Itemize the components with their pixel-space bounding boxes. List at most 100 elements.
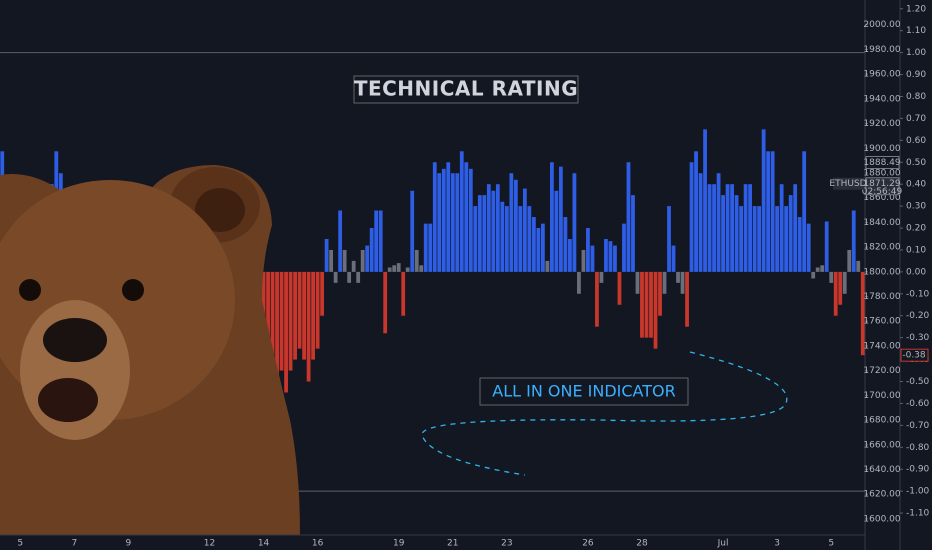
bar [266,271,270,382]
y-tick-label: 0.20 [906,224,926,234]
bar [356,271,361,283]
annotation: ALL IN ONE INDICATOR [492,382,675,401]
bar [820,265,825,272]
bar [793,184,798,272]
bar [495,184,500,272]
bar [581,249,586,272]
bar [739,206,743,272]
dashed-curve [421,351,788,476]
price-tag-label: 1888.49 [863,158,900,168]
y-tick-label: -0.10 [906,289,930,299]
x-tick-label: 28 [636,539,648,549]
bar [396,263,401,272]
bar [788,195,793,272]
bar [689,162,694,272]
bar [365,245,370,272]
bar [423,223,428,272]
bar [315,271,320,349]
bar [270,271,275,393]
bar [590,245,595,272]
bar [491,190,496,272]
bar [432,162,437,272]
bar [770,151,775,272]
bar [667,206,671,272]
bar [414,249,419,272]
last-value-label: -0.38 [902,351,926,361]
bar [324,238,329,272]
bar [743,184,748,272]
y2-tick-label: 1820.00 [863,243,900,253]
bar [572,173,577,272]
y-tick-label: 0.00 [906,267,926,277]
y2-tick-label: 1980.00 [863,45,900,55]
bar [838,271,843,305]
bar [378,210,383,272]
bar [468,168,473,272]
bar [707,184,712,272]
y-tick-label: -0.80 [906,443,930,453]
bar [518,206,523,272]
bar [320,271,325,316]
x-tick-label: 26 [582,539,594,549]
x-tick-label: 12 [204,539,215,549]
bar [586,228,590,272]
bar [329,249,334,272]
y2-tick-label: 1920.00 [863,119,900,129]
bar [302,271,306,360]
y-tick-label: 0.70 [906,114,926,124]
bar [613,245,617,272]
y-tick-label: 0.60 [906,136,926,146]
bar [635,271,640,294]
bar [482,195,487,272]
bar [450,173,455,272]
bar [383,271,388,334]
y-tick-label: 0.10 [906,245,926,255]
y2-tick-label: 1620.00 [863,490,900,500]
y-tick-label: 0.40 [906,180,926,190]
bar [545,260,550,272]
axis-panel [865,0,932,550]
bar [419,265,424,272]
bar [856,260,861,272]
bar [842,271,847,294]
bar [721,195,725,272]
bar [360,249,365,272]
y2-tick-label: 1680.00 [863,416,900,426]
bar [860,271,865,356]
bar [658,271,662,316]
bar [653,271,658,349]
bar [631,195,635,272]
bar [563,217,568,272]
y-tick-label: -0.70 [906,421,930,431]
x-tick-label: 7 [71,539,77,549]
bar [333,271,338,283]
x-tick-label: 16 [312,539,324,549]
bear-image [0,165,300,535]
bar [775,206,780,272]
y-tick-label: 0.30 [906,202,926,212]
bar [437,173,442,272]
y2-tick-label: 1800.00 [863,267,900,277]
x-tick-label: 23 [501,539,512,549]
bar [392,265,397,272]
bar [342,249,347,272]
bar [833,271,838,316]
bar [477,195,482,272]
bar [275,271,279,404]
x-tick-label: 3 [774,539,780,549]
bar [527,206,532,272]
bar [513,179,518,272]
y-tick-label: -1.00 [906,487,930,497]
bar [599,271,604,283]
y-tick-label: -0.60 [906,399,930,409]
bar [405,267,410,272]
bar [464,162,469,272]
y-tick-label: 0.50 [906,158,926,168]
y2-tick-label: 1700.00 [863,391,900,401]
bar [595,271,599,327]
x-tick-label: Jul [717,539,729,549]
bar [649,271,653,338]
bar [851,210,856,272]
bar [802,151,807,272]
bar [640,271,644,338]
